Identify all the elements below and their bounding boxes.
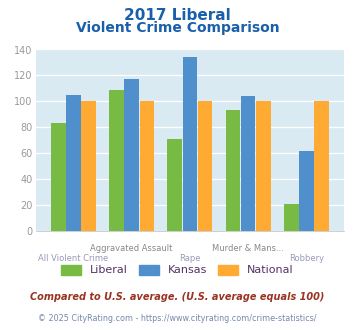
Text: Violent Crime Comparison: Violent Crime Comparison xyxy=(76,21,279,35)
Bar xyxy=(182,57,197,231)
Bar xyxy=(198,101,212,231)
Bar xyxy=(256,101,271,231)
Bar xyxy=(168,139,182,231)
Bar xyxy=(51,123,66,231)
Text: Robbery: Robbery xyxy=(289,254,324,263)
Bar xyxy=(299,150,314,231)
Text: Aggravated Assault: Aggravated Assault xyxy=(91,244,173,253)
Text: 2017 Liberal: 2017 Liberal xyxy=(124,8,231,23)
Bar xyxy=(140,101,154,231)
Bar xyxy=(124,79,139,231)
Legend: Liberal, Kansas, National: Liberal, Kansas, National xyxy=(58,261,297,279)
Text: Rape: Rape xyxy=(179,254,201,263)
Bar xyxy=(226,111,240,231)
Bar xyxy=(284,204,299,231)
Bar xyxy=(66,95,81,231)
Bar xyxy=(81,101,96,231)
Bar xyxy=(241,96,256,231)
Text: Murder & Mans...: Murder & Mans... xyxy=(212,244,284,253)
Text: Compared to U.S. average. (U.S. average equals 100): Compared to U.S. average. (U.S. average … xyxy=(30,292,325,302)
Text: All Violent Crime: All Violent Crime xyxy=(38,254,109,263)
Bar xyxy=(109,90,124,231)
Bar xyxy=(314,101,329,231)
Text: © 2025 CityRating.com - https://www.cityrating.com/crime-statistics/: © 2025 CityRating.com - https://www.city… xyxy=(38,314,317,323)
